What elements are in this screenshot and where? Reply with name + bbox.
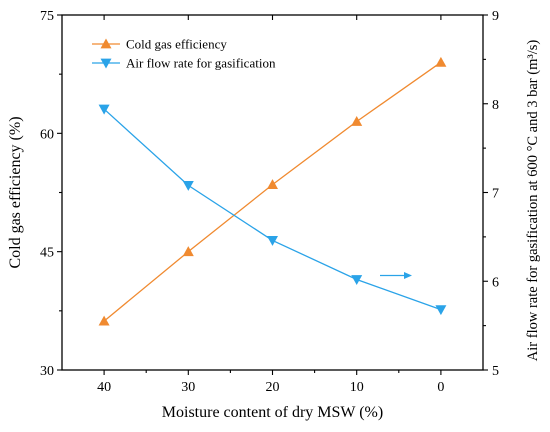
legend-label: Cold gas efficiency: [126, 37, 227, 52]
data-point: [435, 56, 447, 67]
y-right-tick-label: 8: [492, 98, 499, 113]
y-right-tick-label: 9: [492, 9, 499, 24]
y-left-tick-label: 45: [40, 246, 54, 261]
y-right-axis-title: Air flow rate for gasification at 600 °C…: [525, 40, 541, 362]
y-right-tick-label: 7: [492, 187, 499, 202]
x-tick-label: 10: [350, 380, 364, 395]
y-left-tick-label: 30: [40, 364, 54, 379]
data-point: [351, 116, 363, 126]
series-line-cold-gas-efficiency: [103, 61, 442, 322]
data-point: [267, 236, 278, 246]
data-point: [98, 315, 110, 326]
legend-label: Air flow rate for gasification: [126, 56, 276, 71]
series: [98, 56, 447, 326]
legend-marker: [100, 58, 112, 69]
x-tick-label: 40: [97, 380, 111, 395]
data-point: [182, 181, 194, 191]
x-axis-title: Moisture content of dry MSW (%): [162, 404, 383, 421]
y-left-tick-label: 60: [40, 127, 54, 142]
y-left-tick-label: 75: [40, 9, 54, 24]
data-point: [435, 305, 447, 316]
right-axis-arrow-head: [404, 271, 412, 279]
data-point: [351, 275, 363, 285]
data-point: [267, 179, 278, 190]
y-right-tick-label: 5: [492, 364, 499, 379]
legend-marker: [100, 38, 112, 49]
data-point: [182, 246, 194, 257]
data-point: [98, 104, 110, 115]
x-tick-label: 30: [181, 380, 195, 395]
axes: 40 30 20 10 0 30 45 60 75 5 6 7 8 9 Moisture content o…: [7, 9, 541, 421]
y-right-tick-label: 6: [492, 275, 499, 290]
legend: Cold gas efficiency Air flow rate for gas…: [92, 37, 276, 71]
x-tick-label: 0: [437, 380, 444, 395]
y-left-axis-title: Cold gas efficiency (%): [7, 116, 24, 268]
x-tick-label: 20: [266, 380, 280, 395]
